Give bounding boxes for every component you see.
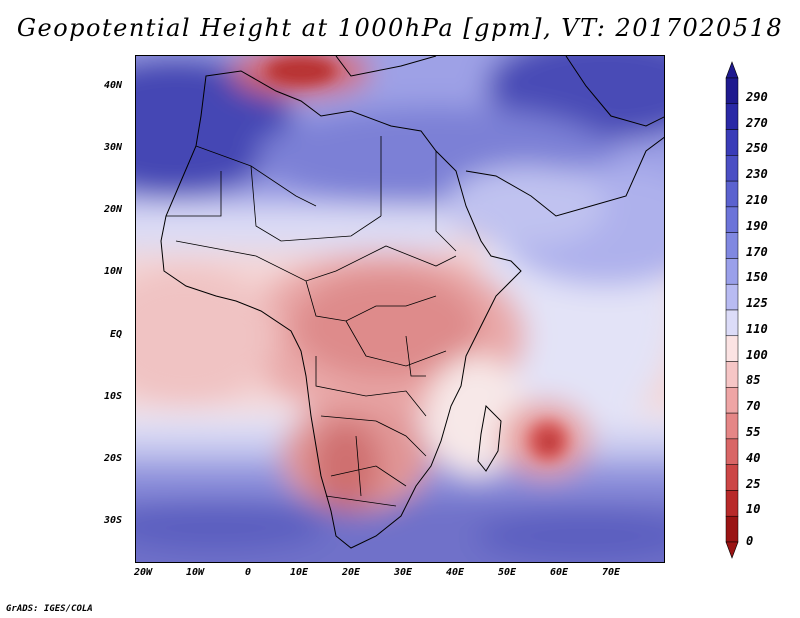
lat-label-eq: EQ	[110, 329, 123, 340]
colorbar-label: 210	[746, 193, 768, 207]
lat-label-20s: 20S	[104, 453, 123, 464]
lat-label-20n: 20N	[104, 204, 123, 215]
colorbar-label: 55	[746, 425, 761, 439]
credit-text: GrADS: IGES/COLA	[6, 604, 93, 614]
colorbar-segment	[725, 335, 739, 362]
colorbar-segment	[725, 412, 739, 440]
colorbar-bottom-arrow	[725, 541, 739, 559]
lon-label-20w: 20W	[134, 567, 153, 578]
geopotential-field-map	[136, 56, 664, 562]
colorbar-label: 25	[746, 476, 761, 491]
lat-label-30n: 30N	[104, 142, 123, 153]
lon-label-30e: 30E	[394, 567, 413, 578]
colorbar-segment	[725, 180, 739, 208]
lon-label-0: 0	[245, 567, 252, 578]
colorbar-segment	[725, 155, 739, 182]
colorbar-segment	[725, 464, 739, 491]
country-borders	[166, 136, 457, 507]
colorbar-label: 170	[746, 244, 768, 259]
colorbar-label: 70	[746, 399, 761, 414]
colorbar-label: 40	[746, 450, 761, 465]
colorbar-segment	[725, 103, 739, 130]
colorbar-segment	[725, 387, 739, 414]
colorbar-label: 250	[746, 141, 768, 156]
colorbar-label: 290	[746, 89, 768, 104]
colorbar-label: 110	[746, 321, 768, 336]
lon-label-20e: 20E	[342, 567, 361, 578]
colorbar-segment	[725, 361, 739, 388]
colorbar-segment	[725, 206, 739, 233]
colorbar-label: 230	[746, 167, 768, 182]
lat-label-40n: 40N	[104, 80, 123, 91]
colorbar-label: 190	[746, 218, 768, 233]
coastline-outline	[160, 56, 664, 549]
lon-label-40e: 40E	[446, 567, 465, 578]
lon-label-10e: 10E	[290, 567, 309, 578]
lat-label-10s: 10S	[104, 391, 123, 402]
colorbar-label: 0	[746, 534, 754, 548]
colorbar-segment	[725, 490, 739, 517]
colorbar-segment	[725, 438, 739, 465]
colorbar-segment	[725, 258, 739, 285]
colorbar-label: 100	[746, 347, 768, 362]
map-title: Geopotential Height at 1000hPa [gpm], VT…	[16, 14, 784, 42]
lat-label-10n: 10N	[104, 266, 123, 277]
lon-label-10w: 10W	[186, 567, 205, 578]
colorbar-segment	[725, 309, 739, 337]
colorbar-label: 150	[746, 270, 768, 285]
colorbar-segment	[725, 515, 739, 543]
colorbar-label: 10	[746, 502, 761, 517]
lon-label-70e: 70E	[602, 567, 621, 578]
colorbar-segment	[725, 283, 739, 311]
lon-label-50e: 50E	[498, 567, 517, 578]
colorbar-segment	[725, 77, 739, 105]
lat-label-30s: 30S	[104, 515, 123, 526]
map-plot-area	[135, 55, 665, 563]
colorbar-segment	[725, 129, 739, 156]
colorbar-label: 85	[746, 373, 761, 388]
colorbar-label: 125	[746, 296, 768, 311]
colorbar-label: 270	[746, 115, 768, 130]
colorbar-segment	[725, 232, 739, 259]
colorbar-top-arrow	[725, 61, 739, 79]
colorbar	[725, 61, 739, 559]
lon-label-60e: 60E	[550, 567, 569, 578]
